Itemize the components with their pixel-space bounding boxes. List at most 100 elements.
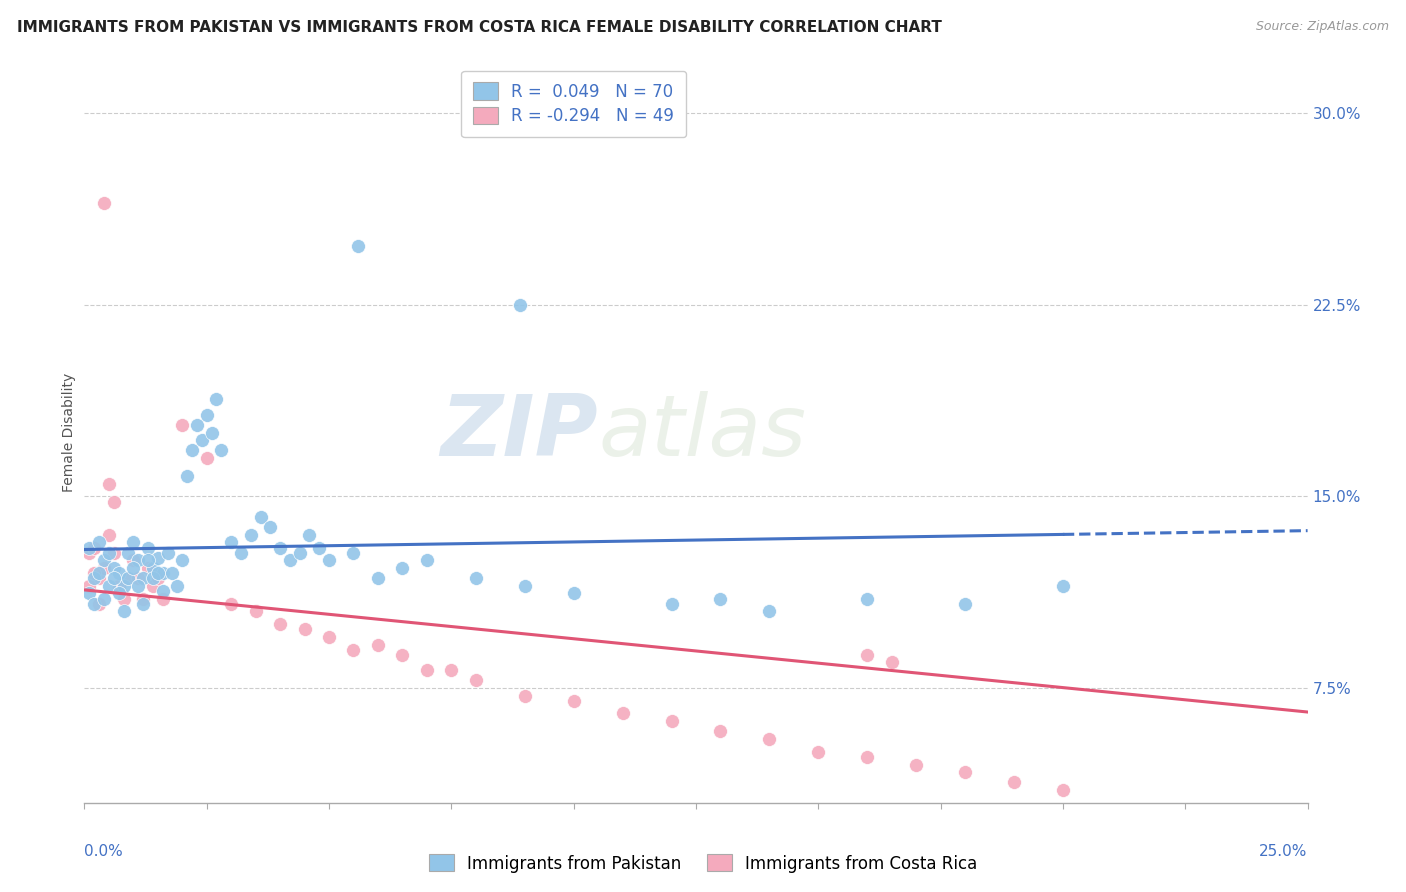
Point <box>278 553 301 567</box>
Point <box>905 757 928 772</box>
Point <box>103 546 125 560</box>
Point <box>172 417 194 432</box>
Point <box>93 553 115 567</box>
Point <box>77 579 100 593</box>
Point <box>856 749 879 764</box>
Point <box>259 520 281 534</box>
Y-axis label: Female Disability: Female Disability <box>62 373 76 492</box>
Point <box>308 541 330 555</box>
Point <box>127 553 149 567</box>
Point <box>117 546 139 560</box>
Point <box>122 553 145 567</box>
Point <box>209 443 232 458</box>
Point <box>136 561 159 575</box>
Point <box>509 298 531 312</box>
Point <box>166 579 188 593</box>
Point <box>709 724 731 739</box>
Point <box>205 392 228 407</box>
Point <box>97 546 120 560</box>
Point <box>661 714 683 728</box>
Point <box>127 579 149 593</box>
Point <box>1002 775 1025 789</box>
Point <box>1052 783 1074 797</box>
Point <box>513 689 536 703</box>
Point <box>294 622 316 636</box>
Point <box>562 586 585 600</box>
Point <box>709 591 731 606</box>
Point <box>880 656 903 670</box>
Point <box>347 239 370 253</box>
Point <box>318 553 340 567</box>
Point <box>298 527 321 541</box>
Point <box>103 561 125 575</box>
Point <box>83 597 105 611</box>
Legend: R =  0.049   N = 70, R = -0.294   N = 49: R = 0.049 N = 70, R = -0.294 N = 49 <box>461 70 686 137</box>
Point <box>288 546 311 560</box>
Point <box>93 561 115 575</box>
Point <box>186 417 208 432</box>
Point <box>953 597 976 611</box>
Point <box>219 535 242 549</box>
Point <box>87 571 110 585</box>
Point <box>342 546 364 560</box>
Point <box>195 451 218 466</box>
Text: 0.0%: 0.0% <box>84 844 124 858</box>
Point <box>953 765 976 780</box>
Point <box>142 561 165 575</box>
Point <box>83 571 105 585</box>
Point <box>112 591 135 606</box>
Point <box>249 509 271 524</box>
Point <box>152 566 174 580</box>
Point <box>367 638 389 652</box>
Text: Source: ZipAtlas.com: Source: ZipAtlas.com <box>1256 20 1389 33</box>
Point <box>83 566 105 580</box>
Point <box>342 642 364 657</box>
Point <box>172 553 194 567</box>
Point <box>562 694 585 708</box>
Point <box>758 604 780 618</box>
Point <box>269 541 291 555</box>
Point <box>807 745 830 759</box>
Point <box>136 553 159 567</box>
Point <box>103 571 125 585</box>
Point <box>181 443 204 458</box>
Point <box>219 597 242 611</box>
Point <box>758 731 780 746</box>
Point <box>269 617 291 632</box>
Point <box>97 527 120 541</box>
Point <box>391 561 413 575</box>
Text: atlas: atlas <box>598 391 806 475</box>
Point <box>245 604 267 618</box>
Text: 25.0%: 25.0% <box>1260 844 1308 858</box>
Point <box>200 425 222 440</box>
Point <box>176 469 198 483</box>
Point <box>122 561 145 575</box>
Point <box>132 571 155 585</box>
Point <box>142 571 165 585</box>
Point <box>136 541 159 555</box>
Point <box>856 591 879 606</box>
Point <box>391 648 413 662</box>
Point <box>661 597 683 611</box>
Point <box>513 579 536 593</box>
Point <box>146 571 169 585</box>
Point <box>112 579 135 593</box>
Point <box>191 434 214 448</box>
Text: ZIP: ZIP <box>440 391 598 475</box>
Point <box>152 583 174 598</box>
Text: IMMIGRANTS FROM PAKISTAN VS IMMIGRANTS FROM COSTA RICA FEMALE DISABILITY CORRELA: IMMIGRANTS FROM PAKISTAN VS IMMIGRANTS F… <box>17 20 942 35</box>
Point <box>77 541 100 555</box>
Point <box>77 546 100 560</box>
Point <box>112 604 135 618</box>
Point <box>239 527 262 541</box>
Point <box>1052 579 1074 593</box>
Point <box>367 571 389 585</box>
Point <box>416 553 439 567</box>
Point <box>162 566 184 580</box>
Point <box>612 706 634 721</box>
Point <box>195 408 218 422</box>
Point <box>97 476 120 491</box>
Point <box>93 195 115 210</box>
Point <box>229 546 252 560</box>
Point <box>416 663 439 677</box>
